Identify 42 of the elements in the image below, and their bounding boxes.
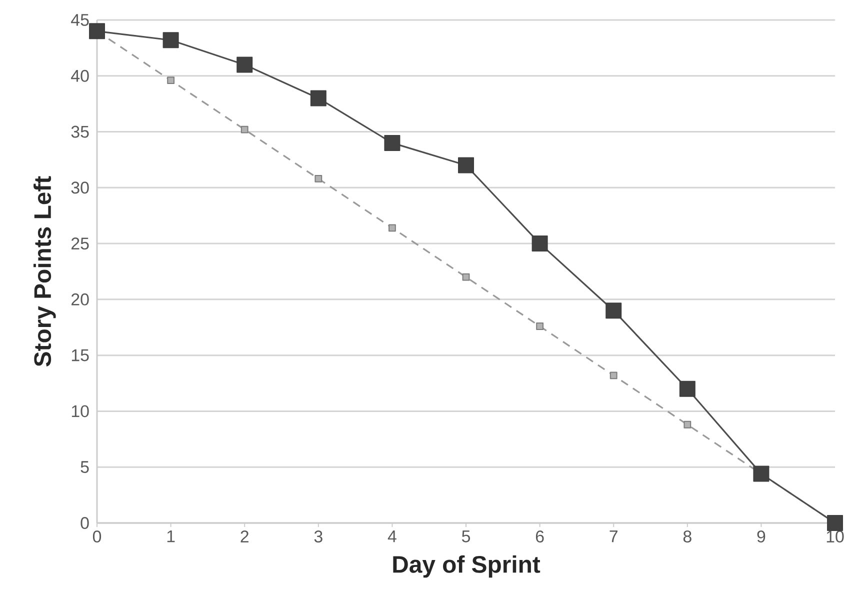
x-tick-label: 7: [610, 530, 618, 542]
y-axis-title: Story Points Left: [34, 176, 56, 366]
x-tick-label: 10: [826, 530, 844, 543]
x-tick-label: 2: [240, 530, 248, 542]
point: [606, 302, 622, 319]
y-tick-label: 40: [71, 70, 89, 82]
point: [684, 420, 692, 428]
y-tick-label: 10: [72, 405, 89, 418]
y-tick-label: 35: [71, 126, 89, 138]
x-tick-label: 9: [757, 530, 766, 543]
point: [236, 56, 253, 73]
x-tick-label: 6: [536, 530, 544, 543]
point: [458, 157, 474, 174]
point: [240, 126, 248, 134]
point: [314, 175, 322, 182]
x-tick-label: 1: [167, 530, 175, 542]
point: [462, 273, 470, 281]
y-tick-label: 25: [72, 238, 89, 250]
point: [167, 76, 175, 84]
point: [89, 23, 106, 40]
point: [162, 32, 179, 48]
point: [536, 322, 544, 330]
x-tick-label: 5: [462, 530, 470, 542]
x-tick-label: 3: [314, 530, 322, 543]
point: [610, 372, 618, 380]
x-tick-label: 0: [92, 530, 102, 543]
point: [532, 236, 548, 252]
point: [827, 514, 844, 531]
point: [388, 224, 396, 232]
y-tick-label: 15: [72, 349, 89, 362]
y-tick-label: 30: [71, 182, 89, 194]
y-tick-label: 5: [80, 461, 89, 474]
x-tick-label: 4: [388, 530, 396, 542]
point: [753, 466, 770, 482]
x-axis-title: Day of Sprint: [393, 555, 540, 578]
point: [679, 380, 696, 397]
x-tick-label: 8: [683, 530, 692, 543]
y-tick-label: 45: [71, 14, 89, 26]
y-tick-label: 20: [72, 293, 89, 306]
point: [310, 90, 326, 106]
y-tick-label: 0: [80, 516, 89, 529]
point: [384, 134, 400, 151]
